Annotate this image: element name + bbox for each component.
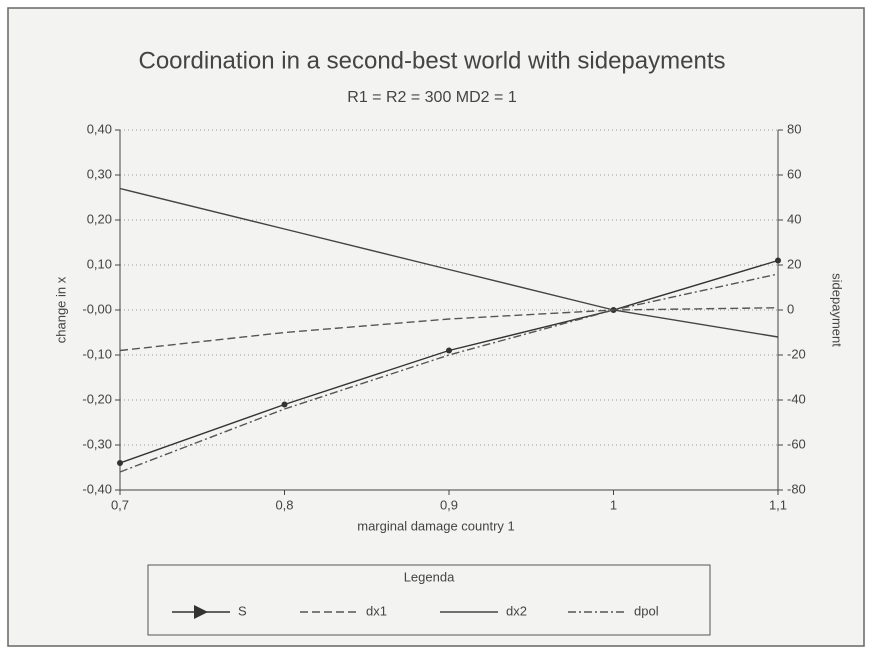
y2-tick-label: -20 (787, 346, 806, 361)
series-marker (775, 257, 781, 264)
series-marker (281, 401, 288, 408)
y-tick-label: 0,40 (87, 121, 112, 136)
y2-tick-label: -80 (787, 481, 806, 496)
series-line (119, 307, 779, 352)
y2-tick-label: -60 (787, 436, 806, 451)
legend-label: dx2 (506, 603, 527, 618)
series-line (119, 187, 779, 338)
y-tick-label: -0,40 (82, 481, 112, 496)
x-tick-label: 1 (610, 497, 617, 512)
series-line (119, 273, 779, 473)
legend-box (147, 564, 711, 636)
series-marker (117, 460, 123, 466)
y2-tick-label: 0 (787, 301, 794, 316)
y-tick-label: 0,10 (87, 256, 112, 271)
y-tick-label: -0,30 (82, 436, 112, 451)
y2-axis-label: sidepayment (830, 273, 845, 347)
chart-subtitle: R1 = R2 = 300 MD2 = 1 (347, 89, 517, 106)
chart-title: Coordination in a second-best world with… (139, 47, 726, 74)
y2-tick-label: 20 (787, 256, 801, 271)
y2-tick-label: -40 (787, 391, 806, 406)
y2-tick-label: 80 (787, 121, 801, 136)
legend-label: dx1 (366, 603, 387, 618)
series-marker (446, 347, 452, 354)
y2-tick-label: 40 (787, 211, 801, 226)
x-tick-label: 1,1 (769, 497, 787, 512)
y2-tick-label: 60 (787, 166, 801, 181)
legend-label: dpol (634, 603, 659, 618)
legend-title: Legenda (404, 569, 455, 584)
x-tick-label: 0,9 (440, 497, 458, 512)
y-tick-label: -0,20 (82, 391, 112, 406)
legend-label: S (238, 603, 247, 618)
x-tick-label: 0,7 (111, 497, 129, 512)
y-tick-label: 0,30 (87, 166, 112, 181)
y-tick-label: -0,10 (82, 346, 112, 361)
x-axis-label: marginal damage country 1 (357, 518, 515, 533)
legend-marker (194, 605, 208, 619)
y-axis-label: change in x (53, 276, 68, 343)
y-tick-label: -0,00 (82, 301, 112, 316)
x-tick-label: 0,8 (275, 497, 293, 512)
y-tick-label: 0,20 (87, 211, 112, 226)
